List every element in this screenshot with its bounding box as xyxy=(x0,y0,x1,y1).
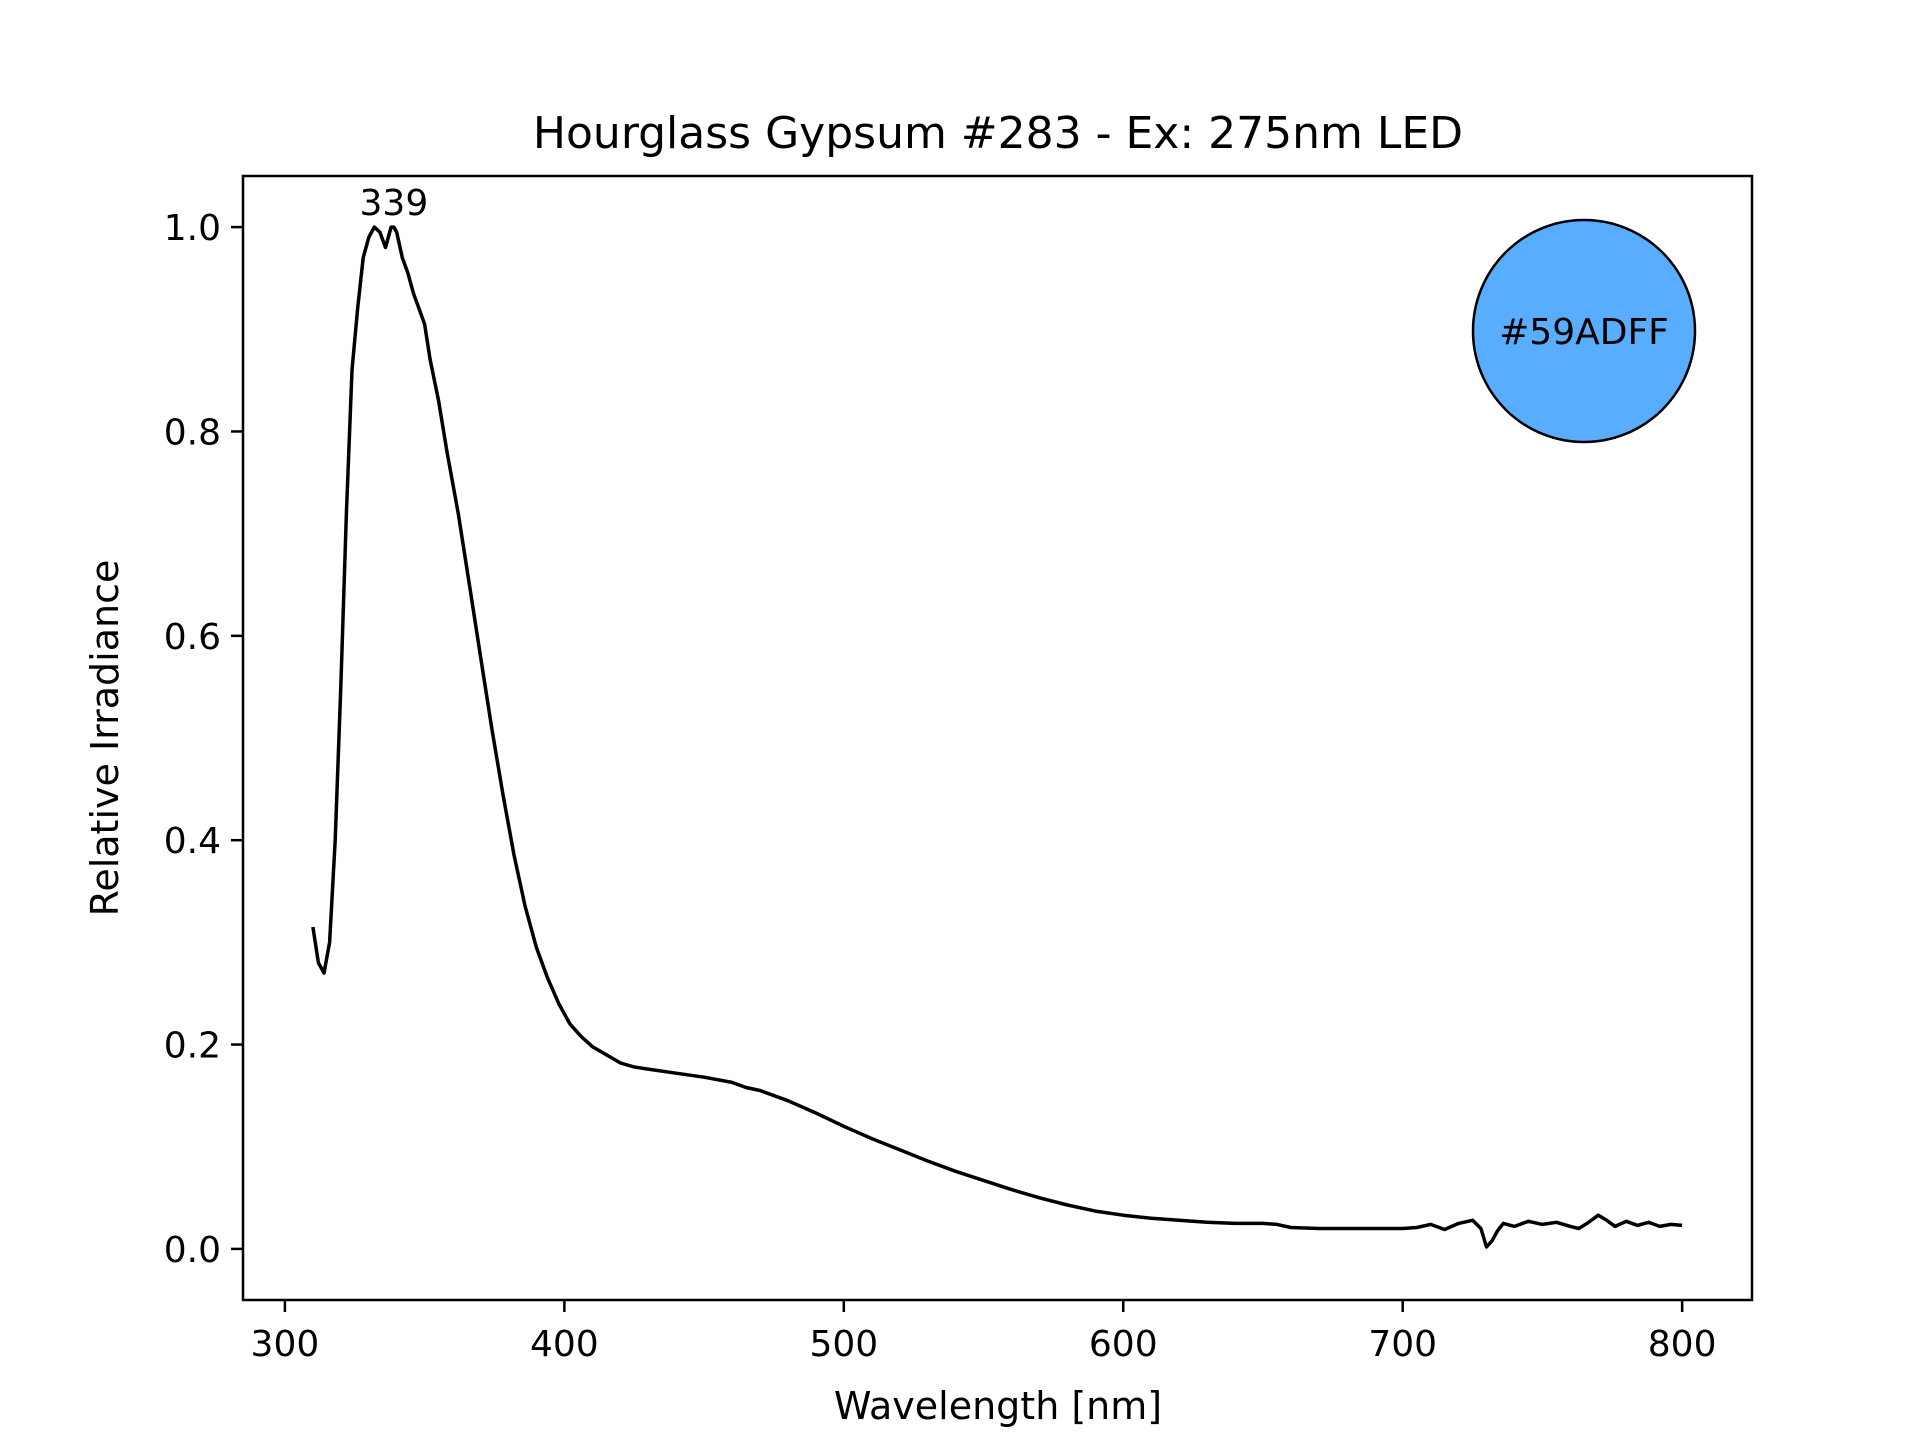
x-tick-label: 400 xyxy=(530,1324,599,1365)
swatch-label: #59ADFF xyxy=(1499,312,1669,353)
x-tick-label: 600 xyxy=(1089,1324,1158,1365)
x-tick-label: 800 xyxy=(1648,1324,1717,1365)
swatch-circle xyxy=(1471,218,1697,444)
spectrum-line xyxy=(311,225,1683,1249)
y-tick-label: 0.6 xyxy=(164,617,221,658)
x-tick-label: 500 xyxy=(809,1324,878,1365)
y-tick-label: 1.0 xyxy=(164,208,221,249)
y-tick-label: 0.0 xyxy=(164,1230,221,1271)
x-tick-label: 300 xyxy=(251,1324,320,1365)
y-axis-label: Relative Irradiance xyxy=(83,560,127,917)
x-axis: 300 400 500 600 700 800 xyxy=(251,1300,1717,1365)
chart-title: Hourglass Gypsum #283 - Ex: 275nm LED xyxy=(533,108,1463,159)
x-tick-label: 700 xyxy=(1368,1324,1437,1365)
peak-annotation: 339 xyxy=(360,183,429,224)
color-swatch: #59ADFF xyxy=(1471,218,1697,444)
x-axis-label: Wavelength [nm] xyxy=(834,1384,1162,1428)
y-axis: 0.0 0.2 0.4 0.6 0.8 1.0 xyxy=(164,208,243,1271)
y-tick-label: 0.8 xyxy=(164,412,221,453)
y-tick-label: 0.4 xyxy=(164,821,221,862)
plot-frame xyxy=(241,174,1754,1302)
y-tick-label: 0.2 xyxy=(164,1026,221,1067)
